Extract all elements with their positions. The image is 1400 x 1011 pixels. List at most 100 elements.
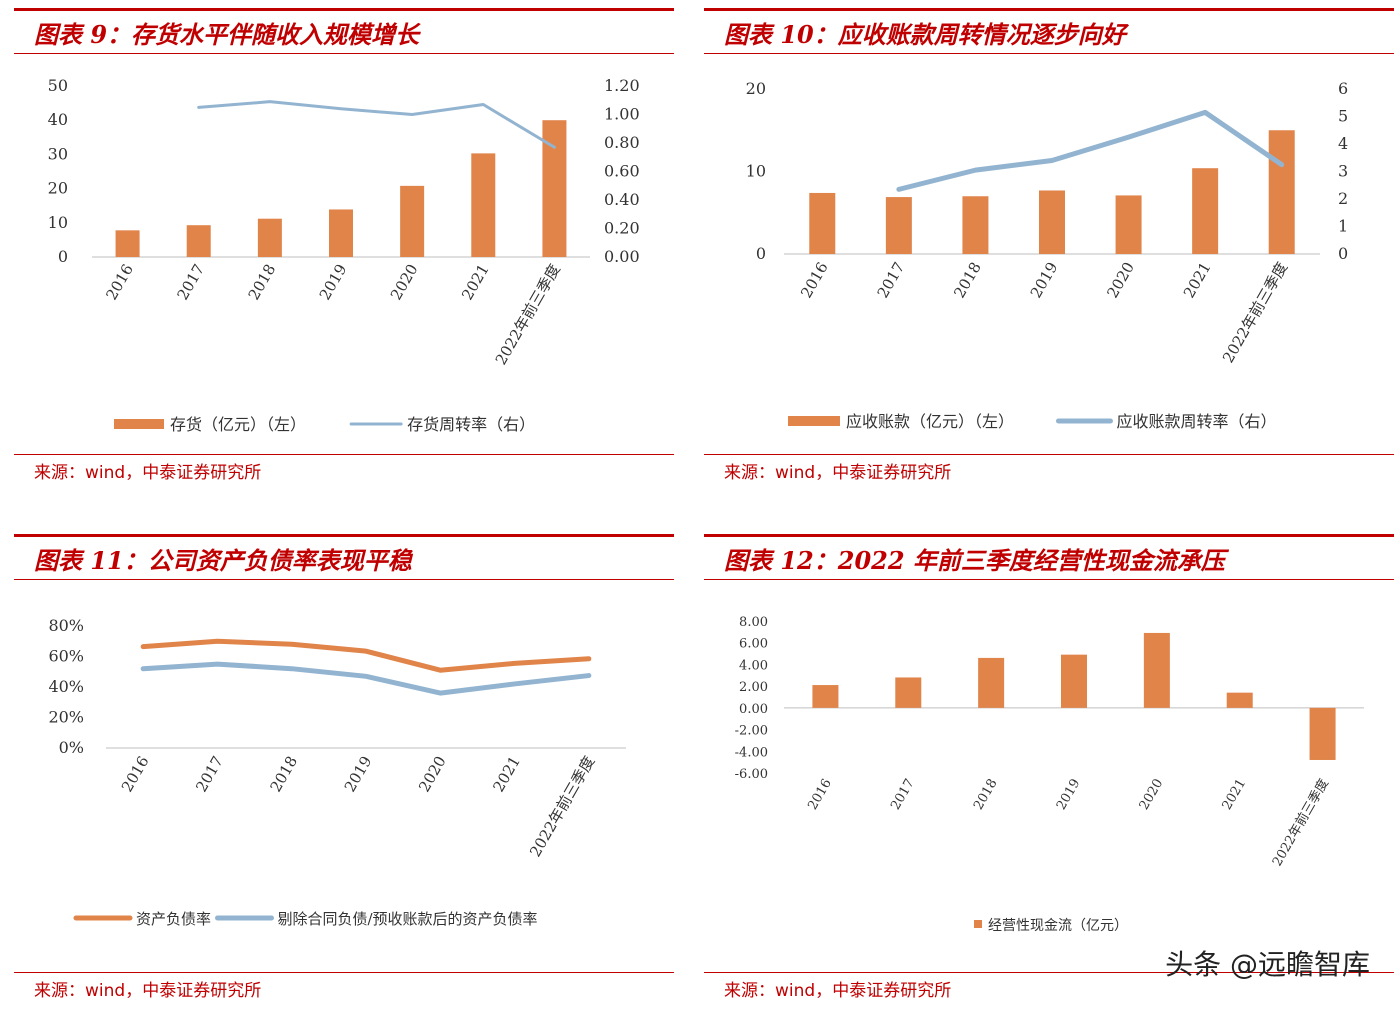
source-divider	[704, 972, 1394, 973]
y-tick-label: 20	[48, 179, 68, 198]
x-tick-label: 2018	[950, 259, 985, 301]
x-tick-label: 2018	[245, 261, 280, 303]
x-tick-label: 2020	[1137, 777, 1167, 813]
x-tick-label: 2018	[971, 777, 1001, 813]
series-line	[140, 638, 592, 673]
bar	[812, 685, 839, 708]
x-tick-label: 2019	[316, 261, 351, 303]
x-tick-label: 2021	[458, 261, 493, 303]
legend-swatch	[974, 920, 982, 928]
y-tick-label: 60%	[48, 647, 84, 666]
title-bar: 图表 10：应收账款周转情况逐步向好	[704, 8, 1394, 54]
y2-tick-label: 6	[1338, 79, 1348, 98]
x-tick-label: 2018	[266, 753, 301, 795]
y-tick-label: 0%	[59, 738, 84, 757]
y2-tick-label: 0.40	[604, 190, 640, 209]
x-tick-label: 2022年前三季度	[1269, 776, 1332, 869]
y-tick-label: 10	[48, 213, 68, 232]
bar	[329, 209, 353, 257]
y2-tick-label: 1.00	[604, 105, 640, 124]
x-tick-label: 2016	[102, 261, 137, 303]
source-note: 来源：wind，中泰证券研究所	[34, 463, 262, 483]
y-tick-label: 20%	[48, 708, 84, 727]
chart-title: 图表 9：存货水平伴随收入规模增长	[34, 20, 420, 49]
y2-tick-label: 0.00	[604, 247, 640, 266]
y-tick-label: 4.00	[739, 658, 768, 673]
y-tick-label: -4.00	[735, 745, 768, 760]
y-tick-label: 0	[756, 244, 766, 263]
source-note: 来源：wind，中泰证券研究所	[724, 463, 952, 483]
y-tick-label: 8.00	[739, 615, 768, 630]
bar	[1192, 168, 1219, 254]
x-tick-label: 2017	[888, 777, 918, 813]
title-bar: 图表 9：存货水平伴随收入规模增长	[14, 8, 674, 54]
x-tick-label: 2017	[192, 753, 227, 795]
x-tick-label: 2019	[1054, 777, 1084, 813]
x-tick-label: 2020	[387, 261, 422, 303]
bar	[1309, 707, 1336, 760]
bar	[1039, 190, 1065, 254]
source-note: 来源：wind，中泰证券研究所	[34, 981, 262, 1001]
y-tick-label: 80%	[48, 616, 84, 635]
legend-label: 经营性现金流（亿元）	[988, 918, 1128, 934]
y2-tick-label: 1.20	[604, 76, 640, 95]
chart-title: 图表 12：2022 年前三季度经营性现金流承压	[724, 546, 1225, 575]
x-tick-label: 2019	[1027, 259, 1062, 301]
y-tick-label: 40%	[48, 677, 84, 696]
x-tick-label: 2020	[1103, 259, 1138, 301]
title-bar: 图表 12：2022 年前三季度经营性现金流承压	[704, 534, 1394, 580]
bar	[809, 192, 836, 254]
legend-label: 应收账款周转率（右）	[1116, 412, 1276, 431]
x-tick-label: 2019	[341, 753, 376, 795]
y-tick-label: 0	[58, 247, 68, 266]
x-tick-label: 2016	[797, 259, 832, 301]
y-tick-label: 50	[48, 76, 68, 95]
source-divider	[14, 454, 674, 455]
bar	[1061, 654, 1087, 708]
title-bar: 图表 11：公司资产负债率表现平稳	[14, 534, 674, 580]
bar	[257, 218, 282, 257]
bar	[885, 197, 912, 254]
bar	[400, 185, 425, 257]
y2-tick-label: 0.20	[604, 219, 640, 238]
bar	[186, 225, 211, 257]
y2-tick-label: 0.80	[604, 133, 640, 152]
bar	[1115, 195, 1142, 254]
bar	[115, 230, 140, 257]
bar	[471, 153, 496, 257]
source-note: 来源：wind，中泰证券研究所	[724, 981, 952, 1001]
bar	[1226, 692, 1253, 708]
inventory-chart: 0 10 20 30 40 50 0.00 0.20 0.40 0.60 0.80 1.00 1.20 2…	[48, 76, 640, 434]
legend-swatch	[788, 416, 840, 426]
series-line	[140, 661, 592, 696]
chart-title: 图表 11：公司资产负债率表现平稳	[34, 546, 412, 575]
y2-tick-label: 1	[1338, 217, 1348, 236]
series-line	[197, 100, 556, 149]
debt-ratio-chart: 0% 20% 40% 60% 80% 2016 2017 2018 2019 2020 2021 20…	[48, 616, 626, 928]
y-tick-label: -6.00	[735, 767, 768, 782]
x-tick-label: 2016	[118, 753, 153, 795]
bar	[895, 677, 922, 708]
x-tick-label: 2021	[1220, 777, 1250, 813]
legend-swatch	[114, 419, 164, 429]
legend-label: 资产负债率	[136, 910, 211, 928]
bar	[1268, 130, 1295, 254]
x-tick-label: 2016	[805, 777, 835, 813]
y2-tick-label: 0	[1338, 244, 1348, 263]
y-tick-label: 40	[48, 110, 68, 129]
cashflow-chart: -6.00 -4.00 -2.00 0.00 2.00 4.00 6.00 8.00 2016 2…	[735, 615, 1364, 934]
x-tick-label: 2022年前三季度	[1219, 259, 1291, 366]
y2-tick-label: 3	[1338, 162, 1348, 181]
x-tick-label: 2021	[489, 753, 524, 795]
x-tick-label: 2017	[173, 261, 208, 303]
y-tick-label: 2.00	[739, 680, 768, 695]
y-tick-label: 0.00	[739, 702, 768, 717]
y2-tick-label: 4	[1338, 134, 1348, 153]
chart-panel-cashflow: 图表 12：2022 年前三季度经营性现金流承压 -6.00 -4.00 -2.00…	[704, 534, 1394, 1004]
bar	[962, 196, 989, 254]
series-line	[896, 109, 1285, 192]
x-tick-label: 2020	[415, 753, 450, 795]
chart-panel-receivables: 图表 10：应收账款周转情况逐步向好 0 10 20 0 1 2 3 4 5 6 2016 2017 2…	[704, 8, 1394, 488]
source-divider	[704, 454, 1394, 455]
legend-label: 应收账款（亿元）（左）	[846, 412, 1014, 431]
